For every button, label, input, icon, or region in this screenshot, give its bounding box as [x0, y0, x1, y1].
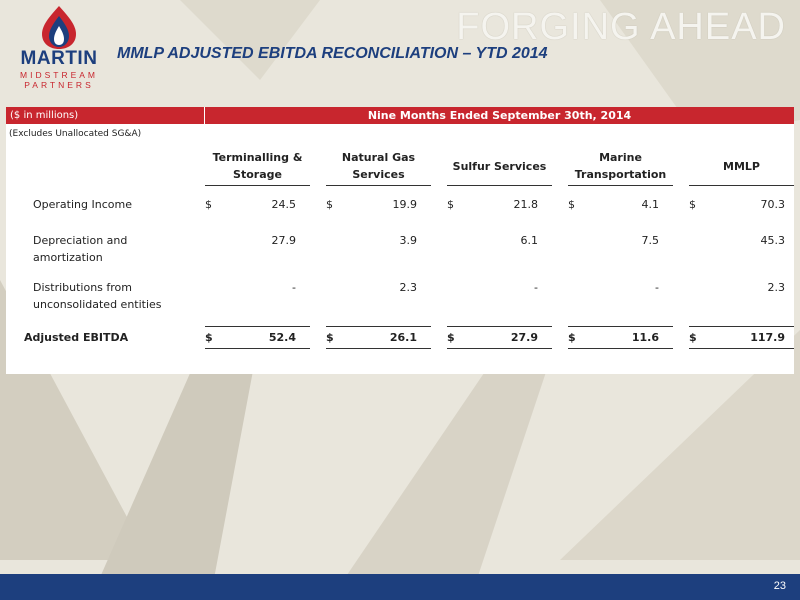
total-line [689, 348, 794, 349]
total-line [326, 348, 431, 349]
ebitda-table: ($ in millions) Nine Months Ended Septem… [6, 107, 794, 374]
flame-icon [42, 6, 76, 49]
row-label-adjusted-ebitda: Adjusted EBITDA [24, 331, 129, 344]
currency-symbol: $ [326, 198, 333, 211]
column-header: MMLP [689, 147, 794, 186]
subtotal-line [326, 326, 431, 327]
table-cell: 7.5 [641, 234, 660, 247]
currency-symbol: $ [326, 331, 334, 344]
table-cell: - [292, 281, 296, 294]
table-cell: 11.6 [631, 331, 659, 344]
table-cell: 19.9 [392, 198, 418, 211]
table-cell: - [534, 281, 538, 294]
column-header: Marine Transportation [568, 147, 673, 186]
table-cell: 4.1 [641, 198, 660, 211]
page-number: 23 [773, 580, 786, 592]
currency-symbol: $ [205, 198, 212, 211]
period-header: Nine Months Ended September 30th, 2014 [205, 107, 794, 124]
currency-symbol: $ [447, 198, 454, 211]
total-line [447, 348, 552, 349]
note-label: (Excludes Unallocated SG&A) [9, 129, 142, 139]
row-label-depreciation: Depreciation and amortization [33, 234, 128, 264]
table-cell: - [655, 281, 659, 294]
table-cell: 52.4 [268, 331, 296, 344]
table-cell: 2.3 [767, 281, 786, 294]
table-cell: 6.1 [520, 234, 539, 247]
currency-symbol: $ [205, 331, 213, 344]
row-label-distributions: Distributions from unconsolidated entitie… [33, 281, 162, 311]
logo-line-1: MIDSTREAM [20, 70, 98, 80]
slide-title: MMLP ADJUSTED EBITDA RECONCILIATION – YT… [117, 45, 548, 62]
table-cell: 3.9 [399, 234, 418, 247]
column-header: Sulfur Services [447, 147, 552, 186]
total-line [568, 348, 673, 349]
currency-symbol: $ [447, 331, 455, 344]
table-cell: 117.9 [750, 331, 785, 344]
table-cell: 2.3 [399, 281, 418, 294]
currency-symbol: $ [568, 198, 575, 211]
currency-symbol: $ [568, 331, 576, 344]
table-cell: 45.3 [760, 234, 786, 247]
subtotal-line [568, 326, 673, 327]
currency-symbol: $ [689, 331, 697, 344]
table-cell: 24.5 [271, 198, 297, 211]
company-logo: MARTIN MIDSTREAM PARTNERS [14, 4, 104, 90]
tagline: FORGING AHEAD [456, 6, 786, 48]
row-label-operating-income: Operating Income [33, 198, 132, 211]
table-cell: 26.1 [389, 331, 417, 344]
table-cell: 27.9 [271, 234, 297, 247]
logo-name: MARTIN [20, 48, 98, 69]
table-cell: 21.8 [513, 198, 539, 211]
total-line [205, 348, 310, 349]
table-cell: 70.3 [760, 198, 786, 211]
subtotal-line [447, 326, 552, 327]
subtotal-line [689, 326, 794, 327]
units-label: ($ in millions) [6, 107, 204, 124]
column-header: Terminalling & Storage [205, 147, 310, 186]
subtotal-line [205, 326, 310, 327]
logo-line-2: PARTNERS [24, 80, 94, 90]
currency-symbol: $ [689, 198, 696, 211]
footer-bar: 23 [0, 574, 800, 600]
table-cell: 27.9 [510, 331, 538, 344]
column-header: Natural Gas Services [326, 147, 431, 186]
